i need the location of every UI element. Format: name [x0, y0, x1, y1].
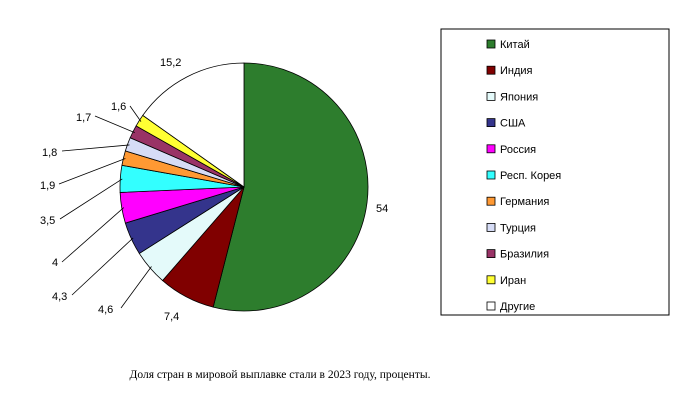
legend-label: Россия: [500, 144, 536, 156]
data-label: 1,8: [42, 147, 57, 159]
data-label: 4,3: [52, 291, 67, 303]
leader-line: [61, 144, 130, 152]
legend-swatch: [486, 222, 496, 232]
pie-slice: [142, 62, 245, 188]
legend-swatch: [486, 39, 496, 49]
legend: Китай Индия Япония США Россия Респ. Корея Герм…: [486, 39, 561, 313]
leader-line: [58, 158, 126, 185]
data-label: 7,4: [164, 311, 179, 323]
legend-swatch: [486, 144, 496, 154]
legend-swatch: [486, 196, 496, 206]
data-label: 54: [376, 203, 388, 215]
pie-slices: [119, 62, 369, 312]
legend-label: Другие: [500, 301, 535, 313]
legend-label: США: [500, 118, 526, 130]
legend-swatch: [486, 92, 496, 101]
legend-label: Китай: [500, 39, 530, 51]
leader-line: [61, 207, 125, 263]
leader-lines: [58, 105, 152, 309]
legend-label: Иран: [500, 275, 526, 287]
data-label: 1,6: [111, 101, 126, 113]
data-label: 15,2: [160, 57, 181, 69]
legend-label: Япония: [500, 91, 538, 103]
legend-swatch: [486, 170, 496, 180]
legend-swatch: [486, 249, 496, 259]
legend-label: Индия: [500, 65, 533, 77]
legend-label: Германия: [500, 196, 549, 208]
legend-box: [440, 28, 670, 316]
data-label: 1,9: [40, 180, 55, 192]
pie-slice: [212, 62, 369, 312]
data-label: 4: [52, 257, 58, 269]
legend-swatch: [486, 65, 496, 75]
leader-line: [71, 237, 134, 296]
legend-swatch: [486, 301, 496, 311]
chart-title: Доля стран в мировой выплавке стали в 20…: [129, 369, 431, 381]
legend-label: Респ. Корея: [500, 170, 561, 182]
leader-line: [120, 266, 152, 309]
legend-swatch: [486, 275, 496, 285]
data-label: 1,7: [76, 112, 91, 124]
legend-label: Бразилия: [500, 249, 549, 261]
data-label: 3,5: [40, 215, 55, 227]
data-labels: 54 7,4 4,6 4,3 4 3,5 1,9 1,8 1,7 1,6 15,2: [40, 57, 388, 323]
leader-line: [129, 105, 142, 122]
data-label: 4,6: [98, 304, 113, 316]
leader-line: [94, 115, 135, 134]
legend-swatch: [486, 118, 496, 127]
leader-line: [59, 178, 123, 220]
legend-label: Турция: [500, 222, 536, 234]
